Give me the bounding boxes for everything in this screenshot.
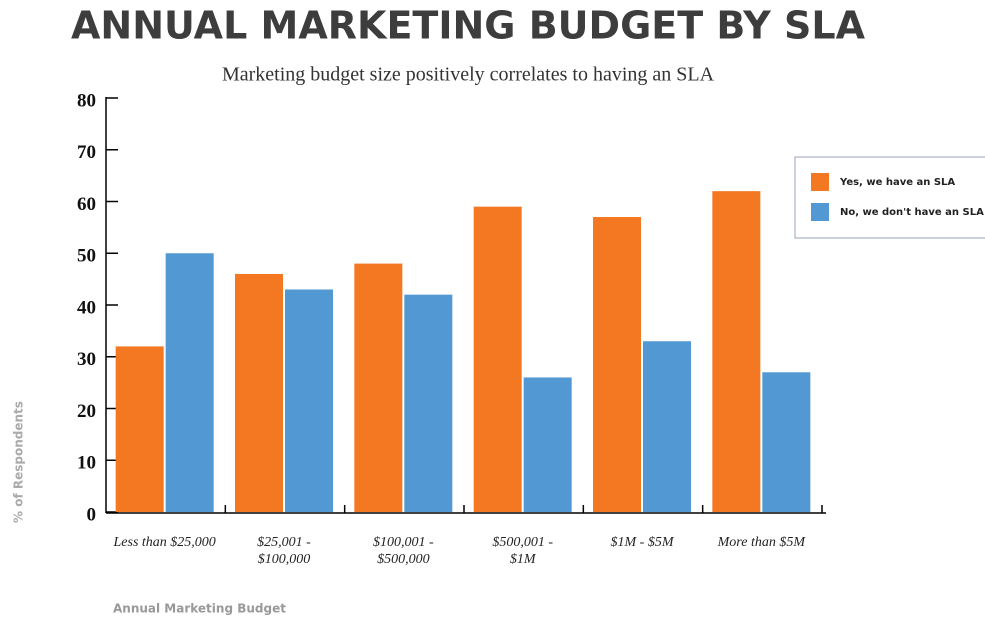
bar [115, 346, 164, 512]
legend [794, 156, 985, 239]
x-tick-label: $100,000 [258, 552, 311, 567]
x-tick-label: Less than $25,000 [113, 535, 216, 550]
x-tick-label: $25,001 - [257, 535, 311, 550]
legend-swatch [811, 173, 829, 191]
y-tick-label: 60 [77, 194, 96, 215]
bar [235, 273, 283, 512]
bar [643, 341, 691, 512]
x-tick-label: $500,001 - [492, 535, 553, 550]
chart-title: ANNUAL MARKETING BUDGET BY SLA [71, 4, 866, 48]
x-tick-label: $1M - $5M [611, 535, 675, 550]
x-tick-label: $100,001 - [373, 535, 434, 550]
y-tick-label: 40 [77, 297, 96, 318]
bar [165, 253, 214, 512]
chart-subtitle: Marketing budget size positively correla… [222, 64, 715, 86]
x-tick-label: $500,000 [377, 552, 430, 567]
y-tick-label: 20 [77, 401, 96, 422]
y-tick-label: 70 [77, 142, 96, 163]
legend-swatch [811, 203, 829, 221]
legend-label: No, we don't have an SLA [840, 207, 984, 218]
y-tick-label: 50 [77, 246, 96, 267]
bar [523, 377, 572, 512]
bar [285, 289, 333, 512]
x-axis-label: Annual Marketing Budget [113, 602, 286, 616]
y-tick-label: 80 [77, 90, 96, 111]
bar [404, 294, 453, 512]
legend-label: Yes, we have an SLA [839, 177, 955, 188]
bar [354, 263, 403, 512]
bar [593, 217, 641, 512]
y-tick-label: 10 [77, 453, 96, 474]
y-axis-label: % of Respondents [12, 401, 26, 523]
bar [473, 206, 522, 513]
bar [712, 191, 761, 512]
y-tick-label: 30 [77, 349, 96, 370]
x-tick-label: More than $5M [717, 535, 807, 550]
bar [762, 372, 811, 512]
y-tick-label: 0 [87, 504, 97, 525]
x-tick-label: $1M [510, 552, 537, 567]
